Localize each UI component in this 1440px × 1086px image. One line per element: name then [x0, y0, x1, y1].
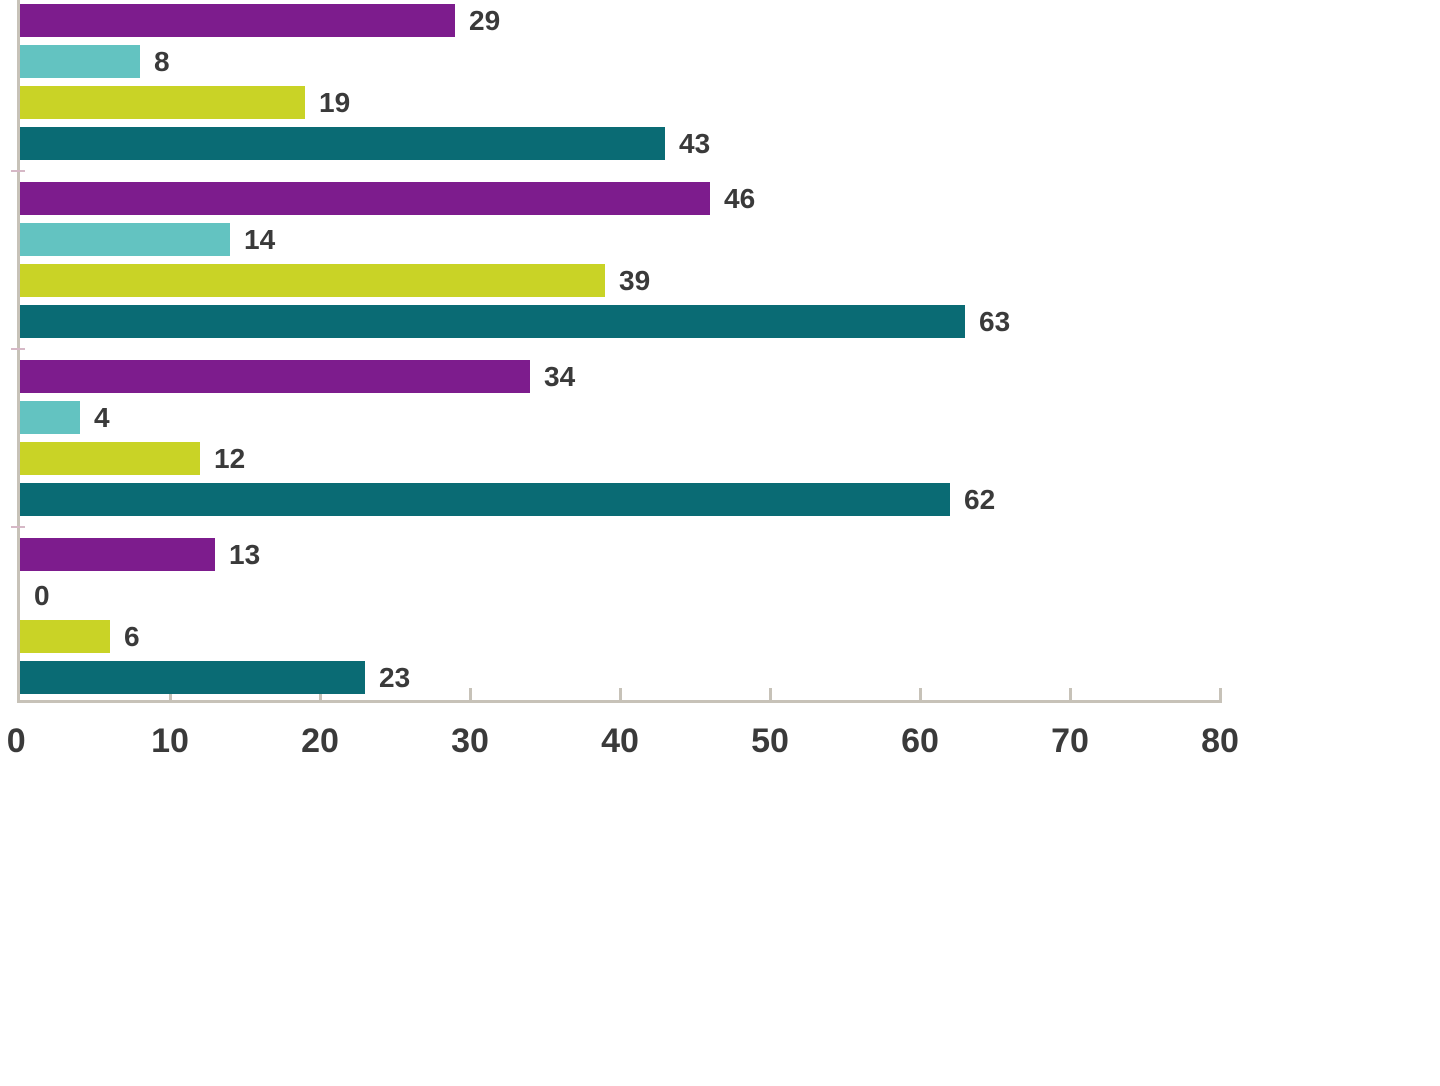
bar — [20, 620, 110, 653]
x-tick — [769, 688, 772, 703]
bar-value-label: 62 — [964, 484, 995, 516]
bar-value-label: 19 — [319, 87, 350, 119]
bar — [20, 264, 605, 297]
bar — [20, 483, 950, 516]
bar-value-label: 12 — [214, 443, 245, 475]
x-tick-label: 70 — [1051, 722, 1089, 761]
x-tick-label: 50 — [751, 722, 789, 761]
plot-area: 0102030405060708029819434614396334412621… — [20, 0, 1220, 700]
bar-value-label: 8 — [154, 46, 170, 78]
x-tick — [469, 688, 472, 703]
bar — [20, 86, 305, 119]
bar — [20, 360, 530, 393]
x-tick-label: 0 — [7, 722, 26, 761]
group-tick — [11, 170, 25, 172]
bar-value-label: 43 — [679, 128, 710, 160]
bar-value-label: 0 — [34, 580, 50, 612]
bar-value-label: 14 — [244, 224, 275, 256]
bar — [20, 182, 710, 215]
grouped-horizontal-bar-chart: 0102030405060708029819434614396334412621… — [0, 0, 1440, 1086]
bar-value-label: 23 — [379, 662, 410, 694]
bar — [20, 661, 365, 694]
bar — [20, 305, 965, 338]
x-tick — [1219, 688, 1222, 703]
bar-value-label: 39 — [619, 265, 650, 297]
bar — [20, 223, 230, 256]
x-tick — [619, 688, 622, 703]
x-tick-label: 20 — [301, 722, 339, 761]
bar-value-label: 13 — [229, 539, 260, 571]
bar-value-label: 46 — [724, 183, 755, 215]
x-tick-label: 40 — [601, 722, 639, 761]
x-tick-label: 80 — [1201, 722, 1239, 761]
x-tick — [1069, 688, 1072, 703]
bar-value-label: 63 — [979, 306, 1010, 338]
bar-value-label: 4 — [94, 402, 110, 434]
bar — [20, 442, 200, 475]
x-tick — [919, 688, 922, 703]
x-tick-label: 60 — [901, 722, 939, 761]
bar — [20, 127, 665, 160]
group-tick — [11, 348, 25, 350]
bar-value-label: 34 — [544, 361, 575, 393]
bar-value-label: 29 — [469, 5, 500, 37]
x-tick-label: 10 — [151, 722, 189, 761]
x-tick-label: 30 — [451, 722, 489, 761]
bar — [20, 401, 80, 434]
group-tick — [11, 526, 25, 528]
bar — [20, 538, 215, 571]
bar — [20, 45, 140, 78]
bar-value-label: 6 — [124, 621, 140, 653]
bar — [20, 4, 455, 37]
